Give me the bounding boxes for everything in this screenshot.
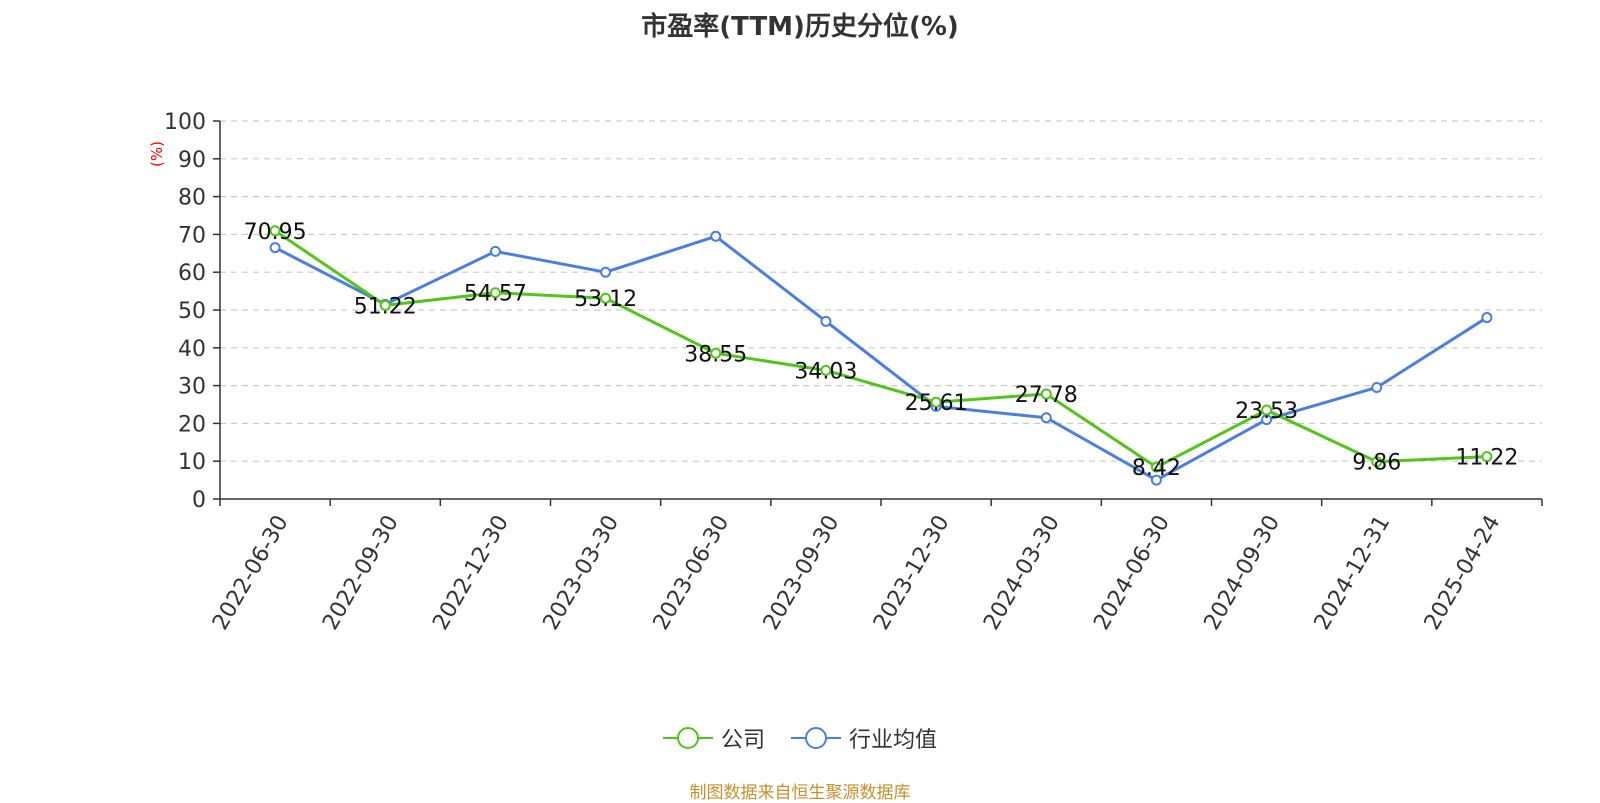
- data-label-11: 11.22: [1455, 446, 1518, 471]
- y-tick-label-80: 80: [178, 186, 206, 211]
- series-1-point-5: [820, 315, 832, 327]
- x-tick-label-2024-12-31: 2024-12-31: [1310, 511, 1396, 634]
- y-tick-label-60: 60: [178, 261, 206, 286]
- x-tick-label-2023-06-30: 2023-06-30: [649, 511, 735, 634]
- chart-title: 市盈率(TTM)历史分位(%): [641, 12, 959, 42]
- data-label-2: 54.57: [464, 282, 527, 307]
- data-label-9: 23.53: [1235, 399, 1298, 424]
- x-tick-label-2024-09-30: 2024-09-30: [1200, 511, 1286, 634]
- series-0-point-6: [930, 396, 942, 408]
- y-tick-label-90: 90: [178, 148, 206, 173]
- y-tick-label-30: 30: [178, 375, 206, 400]
- x-tick-label-2024-06-30: 2024-06-30: [1089, 511, 1175, 634]
- series-line-1: [274, 234, 1488, 482]
- legend-marker-industry-average: [791, 726, 841, 750]
- data-label-0: 70.95: [244, 220, 307, 245]
- series-0-point-1: [379, 299, 391, 311]
- series-0-point-7: [1040, 388, 1052, 400]
- series-1-point-0: [269, 242, 281, 254]
- series-0-point-4: [710, 347, 722, 359]
- series-0-point-2: [489, 287, 501, 299]
- series-0-point-3: [600, 292, 612, 304]
- legend-item-company[interactable]: 公司: [662, 722, 765, 754]
- x-tick-label-2022-09-30: 2022-09-30: [318, 511, 404, 634]
- series-1-point-3: [600, 266, 612, 278]
- grid-lines: [220, 120, 1542, 462]
- x-tick-label-2022-06-30: 2022-06-30: [208, 511, 294, 634]
- data-label-10: 9.86: [1352, 451, 1401, 476]
- legend-label-industry-average: 行业均值: [849, 728, 938, 753]
- data-labels: 70.95 51.22 54.57 53.12 38.55 34.03 25.61 27.78…: [244, 220, 1519, 481]
- x-tick-label-2023-09-30: 2023-09-30: [759, 511, 845, 634]
- y-tick-label-100: 100: [164, 110, 206, 135]
- series-0-point-5: [820, 364, 832, 376]
- y-axis-unit-label: (%): [148, 141, 166, 167]
- legend: 公司 行业均值: [0, 722, 1600, 754]
- series-0-point-8: [1150, 461, 1162, 473]
- y-tick-label-40: 40: [178, 337, 206, 362]
- series-0-point-11: [1481, 451, 1493, 463]
- data-label-5: 34.03: [794, 359, 857, 384]
- y-tick-label-50: 50: [178, 299, 206, 324]
- legend-item-industry-average[interactable]: 行业均值: [791, 722, 937, 754]
- series-0-point-9: [1261, 404, 1273, 416]
- y-tick-label-20: 20: [178, 412, 206, 437]
- y-tick-label-0: 0: [192, 488, 206, 513]
- series-1-point-2: [489, 245, 501, 257]
- data-source-note: 制图数据来自恒生聚源数据库: [689, 783, 911, 803]
- data-label-4: 38.55: [684, 342, 747, 367]
- series-0-point-10: [1371, 456, 1383, 468]
- legend-label-company: 公司: [720, 728, 765, 753]
- data-label-8: 8.42: [1132, 456, 1181, 481]
- y-tick-label-70: 70: [178, 223, 206, 248]
- series-1-point-8: [1150, 474, 1162, 486]
- legend-marker-company: [662, 726, 713, 750]
- y-tick-label-10: 10: [178, 450, 206, 475]
- data-label-6: 25.61: [905, 391, 968, 416]
- data-label-3: 53.12: [574, 287, 637, 312]
- data-label-7: 27.78: [1015, 383, 1078, 408]
- series-1-point-10: [1371, 381, 1383, 393]
- x-tick-label-2023-03-30: 2023-03-30: [539, 511, 625, 634]
- x-tick-label-2024-03-30: 2024-03-30: [979, 511, 1065, 634]
- x-tick-label-2025-04-24: 2025-04-24: [1420, 511, 1506, 634]
- series-1-point-4: [710, 230, 722, 242]
- series-1-point-11: [1481, 312, 1493, 324]
- series-lines: [269, 225, 1493, 486]
- data-label-1: 51.22: [354, 294, 417, 319]
- series-line-0: [274, 229, 1487, 469]
- x-tick-label-2023-12-30: 2023-12-30: [869, 511, 955, 634]
- series-0-point-0: [269, 225, 281, 237]
- series-1-point-7: [1040, 412, 1052, 424]
- x-tick-label-2022-12-30: 2022-12-30: [428, 511, 514, 634]
